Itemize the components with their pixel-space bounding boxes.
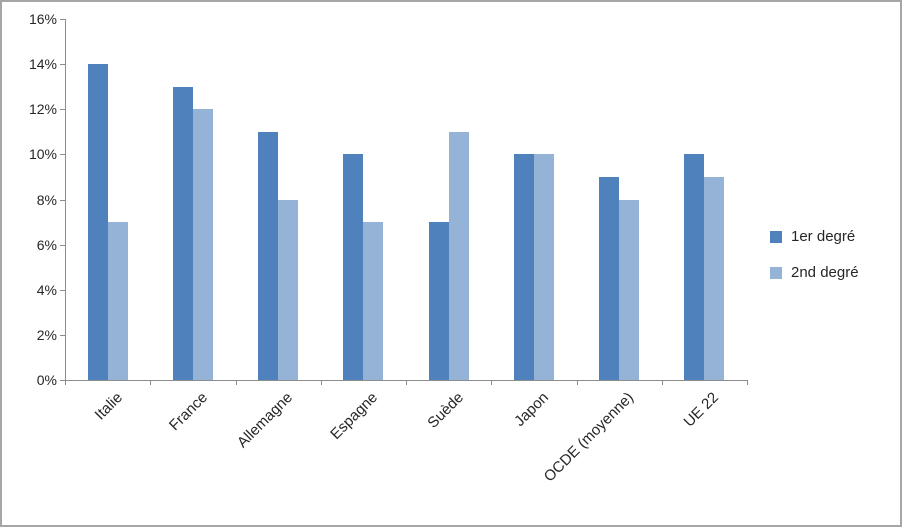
bar-series-2 [619, 199, 640, 380]
y-axis-tick-mark [60, 109, 66, 111]
bar-series-2 [278, 199, 299, 380]
y-axis-tick-label: 14% [28, 56, 57, 73]
x-axis-tick-mark [150, 380, 152, 385]
y-axis-tick-mark [60, 380, 66, 381]
y-axis-tick-label: 0% [36, 372, 57, 388]
y-axis-tick-label: 12% [28, 101, 57, 118]
y-axis-tick-label: 2% [36, 326, 57, 343]
x-axis-tick-mark [235, 380, 237, 385]
y-axis-tick-mark [60, 154, 66, 156]
y-axis-tick-mark [60, 244, 66, 246]
legend-label: 2nd degré [791, 264, 859, 281]
y-axis-tick-mark [60, 19, 66, 20]
bar-series-1 [599, 176, 620, 380]
bar-series-1 [343, 154, 364, 380]
legend-swatch [770, 266, 782, 279]
bar-series-1 [172, 86, 193, 380]
legend-item: 1er degré [770, 228, 859, 245]
x-axis-tick-mark [661, 380, 663, 385]
bar-series-2 [107, 222, 128, 380]
bar-series-1 [258, 131, 279, 380]
legend: 1er degré 2nd degré [770, 228, 859, 281]
bar-series-2 [704, 176, 725, 380]
x-axis-tick-mark [576, 380, 578, 385]
legend-swatch [770, 230, 782, 243]
y-axis-tick-mark [60, 199, 66, 201]
y-axis-tick-mark [60, 64, 66, 66]
x-category-label: Italie [91, 389, 126, 424]
bar-series-2 [533, 154, 554, 380]
bar-series-2 [448, 131, 469, 380]
bar-series-2 [192, 109, 213, 380]
y-axis-tick-mark [60, 289, 66, 291]
y-axis-tick-label: 4% [36, 281, 57, 298]
bar-series-1 [87, 64, 108, 380]
y-axis-tick-label: 6% [36, 236, 57, 253]
x-axis-tick-mark [747, 380, 748, 385]
bar-series-1 [684, 154, 705, 380]
y-axis-tick-label: 16% [28, 11, 57, 27]
x-axis-tick-mark [65, 380, 66, 385]
x-axis-tick-mark [491, 380, 493, 385]
legend-item: 2nd degré [770, 264, 859, 281]
bar-series-2 [363, 222, 384, 380]
legend-label: 1er degré [791, 228, 856, 245]
bar-series-1 [428, 222, 449, 380]
y-axis-tick-mark [60, 334, 66, 336]
y-axis-tick-label: 8% [36, 191, 57, 208]
y-axis-tick-label: 10% [28, 146, 57, 163]
x-axis-tick-mark [406, 380, 407, 385]
x-axis-tick-mark [320, 380, 322, 385]
bar-series-1 [513, 154, 534, 380]
